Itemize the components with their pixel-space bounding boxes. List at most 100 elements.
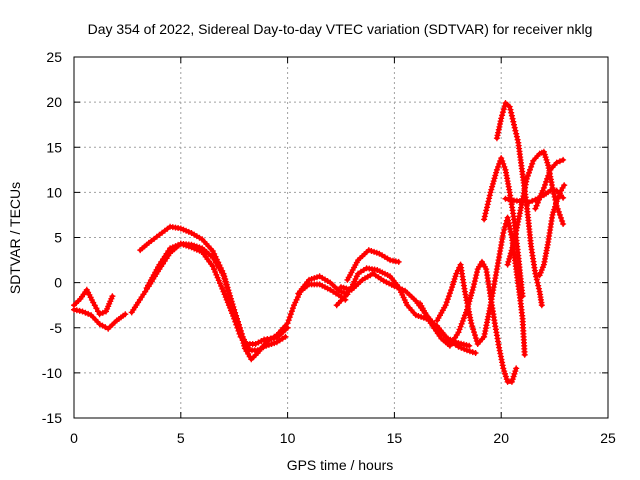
data-point	[209, 263, 216, 270]
data-point	[282, 333, 289, 340]
data-point	[226, 290, 233, 296]
data-point	[220, 270, 227, 277]
data-point	[469, 323, 476, 330]
data-point	[504, 261, 511, 268]
data-point	[289, 305, 296, 312]
data-point	[352, 276, 359, 282]
data-point	[444, 335, 451, 342]
data-point	[493, 166, 500, 173]
data-point	[396, 285, 403, 292]
data-point	[495, 129, 502, 136]
data-point	[213, 271, 220, 278]
data-point	[513, 130, 520, 137]
data-point	[460, 315, 467, 322]
data-point	[450, 278, 457, 285]
data-point	[221, 291, 228, 298]
data-point	[175, 241, 182, 248]
data-point	[556, 211, 563, 218]
data-point	[507, 250, 514, 257]
data-point	[177, 225, 184, 232]
data-point	[488, 186, 495, 193]
data-point	[507, 253, 513, 260]
y-tick-label: 0	[54, 275, 62, 291]
data-point	[236, 330, 243, 337]
data-point	[221, 273, 228, 280]
data-point	[498, 115, 505, 122]
data-point	[288, 308, 295, 315]
data-point	[512, 127, 519, 134]
data-point	[512, 368, 519, 375]
data-point	[311, 275, 318, 282]
data-point	[217, 280, 223, 287]
data-point	[499, 109, 506, 116]
y-tick-label: 15	[46, 139, 62, 155]
data-point	[228, 298, 235, 305]
data-point	[457, 323, 464, 330]
data-point	[501, 368, 508, 375]
data-point	[542, 154, 549, 161]
data-point	[85, 310, 92, 317]
data-point	[471, 329, 477, 336]
data-point	[492, 172, 499, 179]
data-point	[556, 190, 563, 197]
data-point	[371, 248, 378, 255]
y-tick-label: 25	[46, 49, 62, 65]
data-point	[532, 270, 539, 277]
data-point	[188, 244, 195, 251]
data-point	[546, 169, 553, 176]
x-axis-label: GPS time / hours	[287, 457, 394, 473]
data-point	[541, 151, 548, 158]
chart-title: Day 354 of 2022, Sidereal Day-to-day VTE…	[88, 21, 593, 37]
data-point	[466, 342, 473, 349]
data-point	[212, 269, 219, 275]
data-point	[353, 273, 360, 280]
data-point	[510, 241, 517, 248]
data-point	[215, 259, 222, 266]
data-point	[511, 124, 518, 131]
data-point	[383, 279, 390, 286]
data-point	[263, 342, 270, 349]
data-point	[489, 183, 496, 190]
data-point	[511, 121, 517, 128]
data-point	[292, 299, 299, 306]
data-point	[510, 373, 517, 380]
data-point	[509, 244, 516, 251]
data-point	[222, 294, 229, 301]
series-track-b	[71, 306, 129, 332]
data-point	[214, 274, 221, 281]
data-point	[268, 341, 275, 347]
data-point	[537, 193, 544, 200]
data-point	[500, 106, 507, 113]
data-point	[509, 376, 516, 383]
data-point	[224, 284, 231, 291]
data-point	[544, 175, 551, 182]
data-point	[224, 299, 231, 306]
data-point	[552, 203, 558, 210]
data-point	[122, 311, 129, 318]
data-point	[513, 133, 520, 140]
data-point	[500, 365, 507, 372]
data-point	[468, 320, 475, 327]
data-point	[474, 269, 480, 276]
data-point	[527, 166, 533, 173]
data-point	[468, 292, 474, 299]
data-point	[495, 163, 501, 170]
data-point	[343, 285, 350, 292]
data-point	[388, 281, 395, 288]
data-point	[556, 158, 563, 165]
data-point	[543, 178, 550, 185]
data-point	[483, 207, 490, 214]
data-point	[524, 172, 531, 179]
data-point	[511, 370, 518, 377]
data-point	[226, 304, 233, 311]
data-point	[498, 155, 505, 162]
data-point	[538, 267, 545, 273]
y-tick-label: -15	[42, 410, 62, 426]
data-point	[473, 272, 480, 279]
axis-ticks: 0 5 10 15 20 25 -15 -10 -5 0 5 10 15 20 25	[42, 49, 616, 446]
data-point	[559, 218, 566, 224]
data-point	[446, 290, 453, 297]
data-point	[193, 246, 200, 253]
data-point	[536, 272, 543, 279]
data-point	[469, 287, 476, 293]
